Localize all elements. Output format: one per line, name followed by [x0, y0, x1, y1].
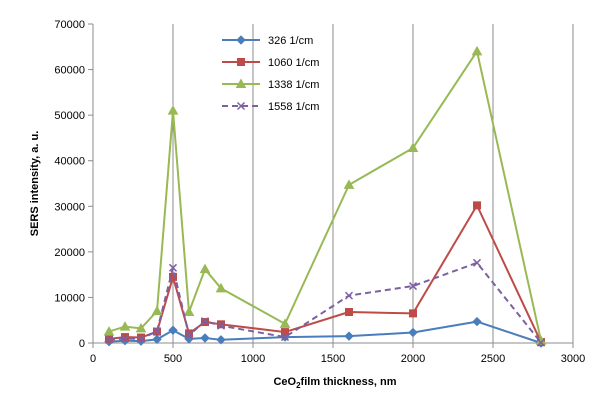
x-tick-label: 500 — [164, 353, 182, 365]
data-point — [104, 335, 114, 344]
series-group — [103, 45, 547, 348]
data-point — [536, 338, 546, 347]
series-4 — [104, 258, 546, 347]
legend-entry-4: 1558 1/cm — [222, 101, 319, 113]
x-tick-label: 2000 — [401, 353, 425, 365]
legend-entry-2: 1060 1/cm — [222, 57, 319, 69]
data-point — [200, 317, 210, 326]
y-tick-label: 40000 — [54, 156, 85, 168]
data-point — [168, 325, 178, 335]
data-point — [216, 321, 226, 330]
x-axis-title: CeO2film thickness, nm — [273, 376, 396, 390]
data-point — [151, 305, 163, 316]
data-point — [215, 282, 227, 293]
data-point — [152, 334, 162, 345]
y-tick-label: 20000 — [54, 247, 85, 259]
x-tick-label: 2500 — [481, 353, 505, 365]
x-axis-title-main: CeO — [273, 376, 296, 388]
data-point — [169, 272, 177, 281]
data-point — [217, 320, 225, 329]
legend-entry-3: 1338 1/cm — [222, 78, 319, 91]
axes: 0 10000 20000 30000 40000 50000 60000 70000 0 500… — [54, 19, 585, 365]
data-point — [345, 308, 353, 317]
legend-marker — [235, 78, 247, 88]
legend-entry-1: 326 1/cm — [222, 35, 313, 47]
data-point — [344, 331, 354, 341]
data-point — [472, 316, 482, 327]
y-tick-label: 60000 — [54, 65, 85, 77]
data-point — [199, 263, 211, 274]
data-point — [121, 333, 129, 342]
data-point — [152, 327, 162, 336]
data-point — [120, 334, 130, 343]
y-tick-label: 30000 — [54, 201, 85, 213]
data-point — [135, 322, 147, 333]
y-axis-title: SERS intensity, a. u. — [29, 131, 41, 237]
data-point — [344, 291, 354, 300]
y-tick-label: 10000 — [54, 292, 85, 304]
x-tick-label: 1500 — [321, 353, 345, 365]
data-point — [168, 263, 178, 272]
x-tick-label: 0 — [90, 353, 96, 365]
data-point — [471, 45, 483, 56]
legend-marker — [236, 35, 246, 45]
data-point — [281, 328, 289, 337]
y-tick-label: 70000 — [54, 19, 85, 31]
x-axis-title-rest: film thickness, nm — [301, 376, 397, 388]
data-point — [472, 258, 482, 267]
data-point — [408, 282, 418, 291]
x-tick-label: 1000 — [241, 353, 265, 365]
data-point — [103, 326, 115, 336]
y-tick-label: 0 — [79, 338, 85, 350]
legend-label: 1338 1/cm — [268, 79, 319, 91]
legend-marker — [237, 58, 245, 66]
data-point — [279, 318, 291, 328]
series-3 — [103, 45, 547, 345]
data-point — [473, 201, 481, 210]
data-point — [408, 327, 418, 338]
y-tick-label: 50000 — [54, 110, 85, 122]
data-point — [407, 142, 419, 152]
data-point — [216, 335, 226, 345]
data-point — [183, 306, 195, 317]
legend-marker — [236, 101, 246, 111]
legend-label: 1060 1/cm — [268, 57, 319, 69]
data-point — [280, 333, 290, 342]
legend-label: 326 1/cm — [268, 35, 313, 47]
x-axis-title-subscript: 2 — [296, 381, 301, 390]
data-point — [343, 179, 355, 189]
data-point — [409, 309, 417, 318]
series-line — [108, 50, 542, 341]
data-point — [167, 105, 179, 115]
legend-label: 1558 1/cm — [268, 101, 319, 113]
data-point — [119, 321, 131, 331]
legend: 326 1/cm 1060 1/cm 1338 1/cm 1558 1/cm — [222, 35, 319, 113]
x-tick-label: 3000 — [561, 353, 585, 365]
data-point — [200, 333, 210, 343]
grid-lines — [172, 24, 574, 343]
data-point — [136, 334, 146, 343]
data-point — [184, 331, 194, 340]
